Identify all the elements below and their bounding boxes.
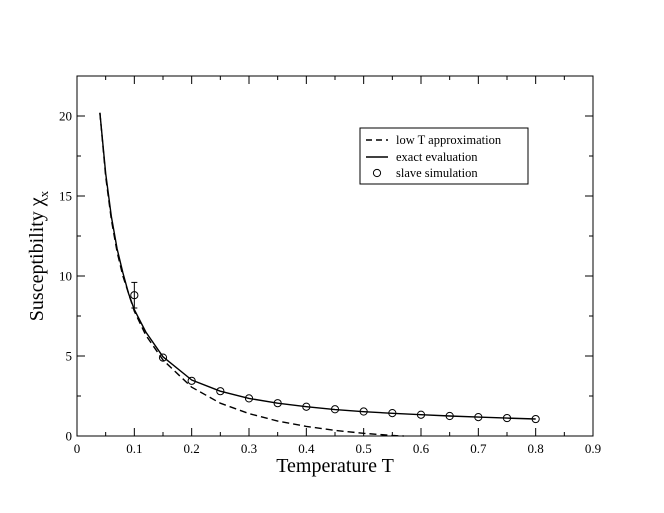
data-point-slave-simulation	[187, 376, 196, 385]
series-layer	[99, 112, 540, 437]
x-tick-label: 0.8	[528, 441, 544, 456]
legend-label-low-t: low T approximation	[396, 133, 502, 147]
y-axis-title-symbol: χ	[26, 197, 48, 207]
data-point-slave-simulation	[244, 394, 254, 403]
y-axis-title: Susceptibility χx	[26, 190, 51, 321]
ticks: 0 0.1 0.2 0.3 0.4 0.5 0.6 0.7 0.8 0.9 0 5 10 15 20	[59, 76, 601, 456]
legend-swatch-slave	[372, 168, 382, 178]
x-tick-label: 0.1	[126, 441, 142, 456]
x-tick-label: 0	[74, 441, 81, 456]
x-tick-label: 0.4	[298, 441, 315, 456]
y-tick-label: 15	[59, 189, 72, 204]
x-axis-title: Temperature T	[276, 455, 394, 477]
data-point-slave-simulation	[158, 353, 168, 362]
data-point-slave-simulation	[416, 410, 426, 419]
y-tick-label: 5	[66, 349, 73, 364]
data-point-slave-simulation	[359, 407, 368, 416]
x-tick-label: 0.6	[413, 441, 430, 456]
y-tick-label: 0	[66, 429, 73, 444]
y-tick-label: 10	[59, 269, 72, 284]
x-tick-label: 0.9	[585, 441, 601, 456]
x-tick-label: 0.2	[184, 441, 200, 456]
legend-label-exact: exact evaluation	[396, 150, 478, 164]
legend: low T approximation exact evaluation sla…	[359, 127, 529, 185]
data-point-slave-simulation	[474, 413, 483, 422]
legend-label-slave: slave simulation	[396, 166, 478, 180]
y-tick-label: 20	[59, 109, 72, 124]
x-tick-label: 0.7	[470, 441, 487, 456]
y-axis-title-subscript: x	[36, 190, 51, 197]
series-line-exact-evaluation	[99, 112, 536, 420]
data-point-slave-simulation	[445, 411, 454, 421]
data-point-slave-simulation	[216, 387, 225, 396]
data-point-slave-simulation	[130, 291, 139, 300]
x-tick-label: 0.3	[241, 441, 257, 456]
legend-box	[359, 127, 529, 185]
series-line-low-t-approximation	[99, 112, 404, 437]
data-point-slave-simulation	[388, 409, 397, 418]
x-tick-label: 0.5	[356, 441, 372, 456]
data-point-slave-simulation	[502, 413, 512, 423]
data-point-slave-simulation	[531, 414, 540, 424]
data-point-slave-simulation	[273, 399, 282, 408]
y-axis-title-main: Susceptibility	[26, 206, 48, 321]
data-point-slave-simulation	[330, 405, 340, 414]
data-point-slave-simulation	[302, 402, 311, 411]
